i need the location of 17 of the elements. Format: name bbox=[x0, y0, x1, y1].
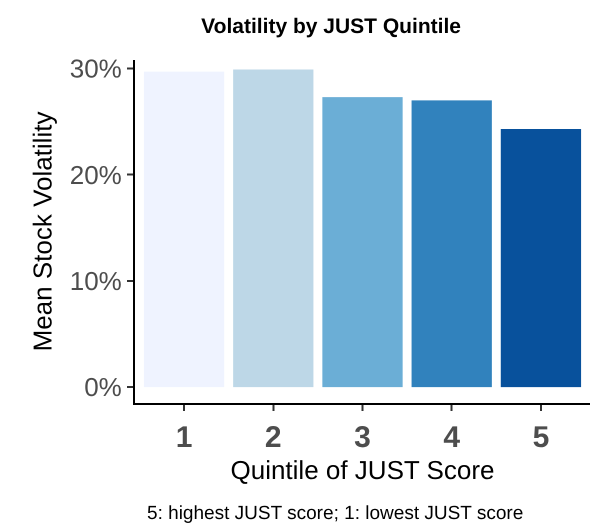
x-tick-label: 3 bbox=[354, 421, 371, 454]
x-tick-label: 1 bbox=[176, 421, 192, 454]
x-axis-title: Quintile of JUST Score bbox=[230, 455, 494, 486]
bar bbox=[322, 97, 403, 388]
bar bbox=[412, 100, 492, 388]
y-axis-title: Mean Stock Volatility bbox=[28, 112, 58, 352]
y-tick-label: 10% bbox=[70, 266, 122, 296]
bar bbox=[500, 129, 582, 388]
bar bbox=[233, 70, 314, 388]
text: 5: highest JUST score; 1: lowest JUST score bbox=[147, 503, 524, 524]
y-tick-label: 30% bbox=[70, 54, 122, 84]
y-tick-label: 0% bbox=[84, 372, 122, 402]
x-tick-label: 4 bbox=[443, 421, 460, 454]
y-tick-label: 20% bbox=[70, 160, 122, 190]
x-tick-label: 2 bbox=[264, 421, 282, 454]
chart-title: Volatility by JUST Quintile bbox=[201, 15, 462, 38]
x-tick-label: 5 bbox=[532, 421, 550, 454]
